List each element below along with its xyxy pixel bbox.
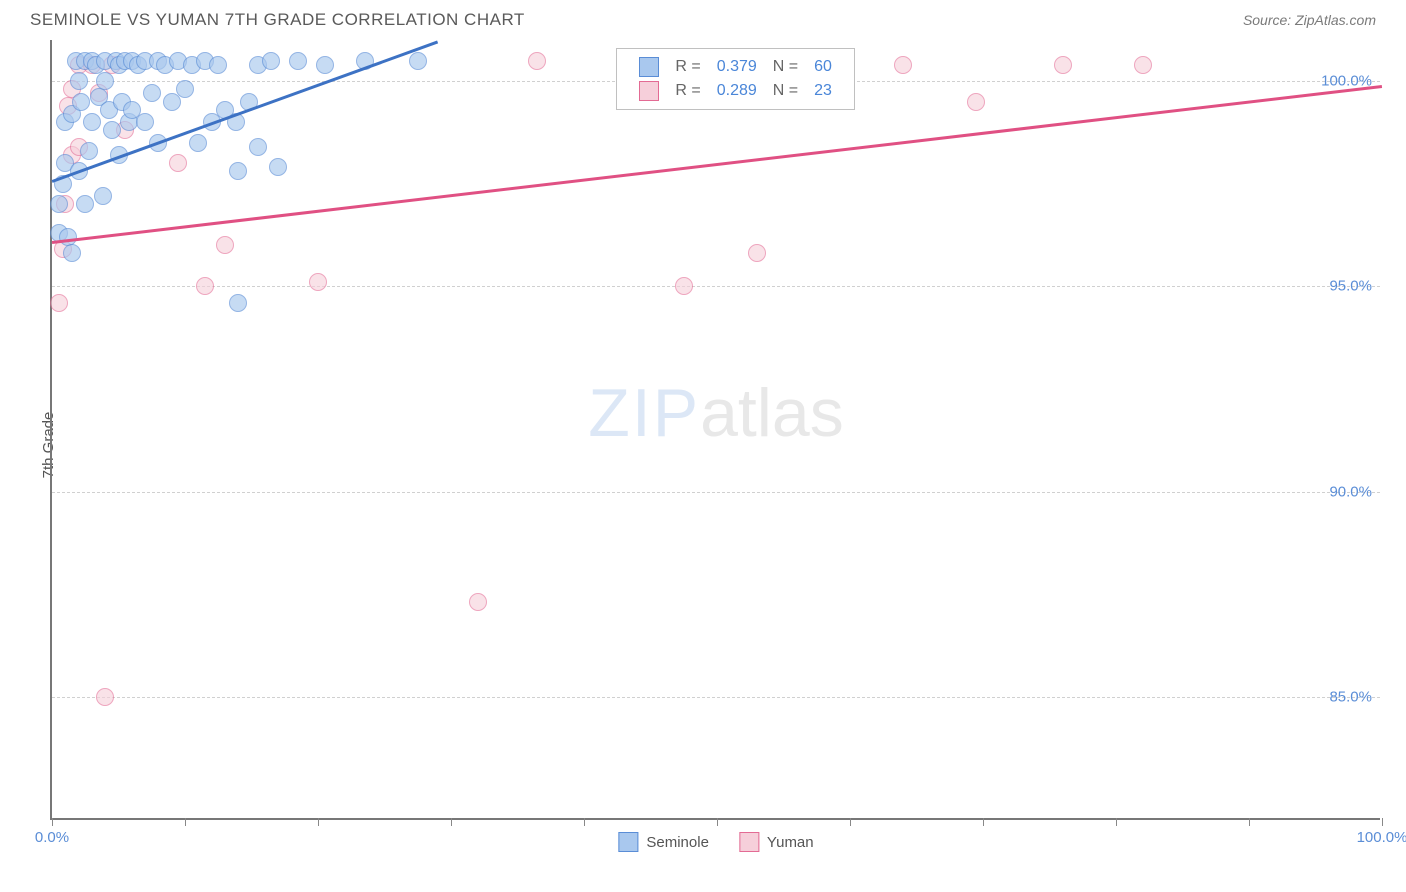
x-tick-label: 100.0% [1357, 829, 1406, 846]
legend-swatch-seminole [618, 832, 638, 852]
series-legend: Seminole Yuman [618, 832, 813, 852]
x-tick [983, 818, 984, 826]
scatter-point-yuman [894, 56, 912, 74]
scatter-point-yuman [967, 93, 985, 111]
scatter-point-seminole [143, 84, 161, 102]
scatter-point-seminole [72, 93, 90, 111]
x-tick [1249, 818, 1250, 826]
gridline [52, 492, 1380, 493]
legend-r-label: R = [667, 55, 708, 79]
legend-item-yuman: Yuman [739, 832, 814, 852]
x-tick [1116, 818, 1117, 826]
scatter-point-yuman [50, 294, 68, 312]
chart-title: SEMINOLE VS YUMAN 7TH GRADE CORRELATION … [30, 10, 525, 30]
x-tick [717, 818, 718, 826]
legend-swatch-seminole [639, 57, 659, 77]
scatter-point-seminole [289, 52, 307, 70]
scatter-point-seminole [209, 56, 227, 74]
scatter-point-yuman [309, 273, 327, 291]
correlation-legend: R =0.379N =60 R =0.289N =23 [616, 48, 855, 110]
legend-r-value: 0.289 [709, 79, 765, 103]
scatter-point-seminole [70, 72, 88, 90]
scatter-point-yuman [528, 52, 546, 70]
gridline [52, 697, 1380, 698]
legend-n-value: 60 [806, 55, 840, 79]
scatter-point-seminole [176, 80, 194, 98]
legend-r-value: 0.379 [709, 55, 765, 79]
x-tick [451, 818, 452, 826]
x-tick [318, 818, 319, 826]
legend-item-seminole: Seminole [618, 832, 709, 852]
chart-container: 7th Grade ZIPatlas 85.0%90.0%95.0%100.0%… [50, 40, 1380, 850]
x-tick-label: 0.0% [35, 829, 69, 846]
watermark: ZIPatlas [588, 374, 843, 452]
scatter-point-yuman [96, 688, 114, 706]
scatter-point-seminole [229, 162, 247, 180]
scatter-point-seminole [409, 52, 427, 70]
legend-swatch-yuman [739, 832, 759, 852]
scatter-point-yuman [1054, 56, 1072, 74]
scatter-point-seminole [136, 113, 154, 131]
scatter-point-seminole [76, 195, 94, 213]
legend-n-label: N = [765, 79, 806, 103]
x-tick [850, 818, 851, 826]
scatter-point-seminole [94, 187, 112, 205]
x-tick [1382, 818, 1383, 826]
scatter-point-seminole [50, 195, 68, 213]
scatter-point-seminole [269, 158, 287, 176]
x-tick [52, 818, 53, 826]
scatter-point-seminole [83, 113, 101, 131]
y-tick-label: 95.0% [1329, 278, 1372, 295]
scatter-point-seminole [189, 134, 207, 152]
legend-swatch-yuman [639, 81, 659, 101]
x-tick [185, 818, 186, 826]
x-tick [584, 818, 585, 826]
y-tick-label: 85.0% [1329, 688, 1372, 705]
legend-r-label: R = [667, 79, 708, 103]
scatter-point-yuman [169, 154, 187, 172]
plot-area: ZIPatlas 85.0%90.0%95.0%100.0%0.0%100.0%… [50, 40, 1380, 820]
scatter-point-seminole [316, 56, 334, 74]
legend-n-value: 23 [806, 79, 840, 103]
legend-n-label: N = [765, 55, 806, 79]
scatter-point-seminole [59, 228, 77, 246]
scatter-point-seminole [80, 142, 98, 160]
legend-label: Seminole [646, 834, 709, 851]
chart-header: SEMINOLE VS YUMAN 7TH GRADE CORRELATION … [0, 0, 1406, 36]
gridline [52, 286, 1380, 287]
scatter-point-yuman [196, 277, 214, 295]
scatter-point-yuman [469, 593, 487, 611]
legend-label: Yuman [767, 834, 814, 851]
watermark-zip: ZIP [588, 375, 700, 451]
y-tick-label: 90.0% [1329, 483, 1372, 500]
chart-source: Source: ZipAtlas.com [1243, 12, 1376, 28]
scatter-point-seminole [63, 244, 81, 262]
scatter-point-seminole [96, 72, 114, 90]
scatter-point-yuman [216, 236, 234, 254]
scatter-point-yuman [675, 277, 693, 295]
scatter-point-seminole [229, 294, 247, 312]
scatter-point-yuman [1134, 56, 1152, 74]
watermark-atlas: atlas [700, 375, 844, 451]
scatter-point-seminole [103, 121, 121, 139]
scatter-point-yuman [748, 244, 766, 262]
scatter-point-seminole [249, 138, 267, 156]
scatter-point-seminole [262, 52, 280, 70]
